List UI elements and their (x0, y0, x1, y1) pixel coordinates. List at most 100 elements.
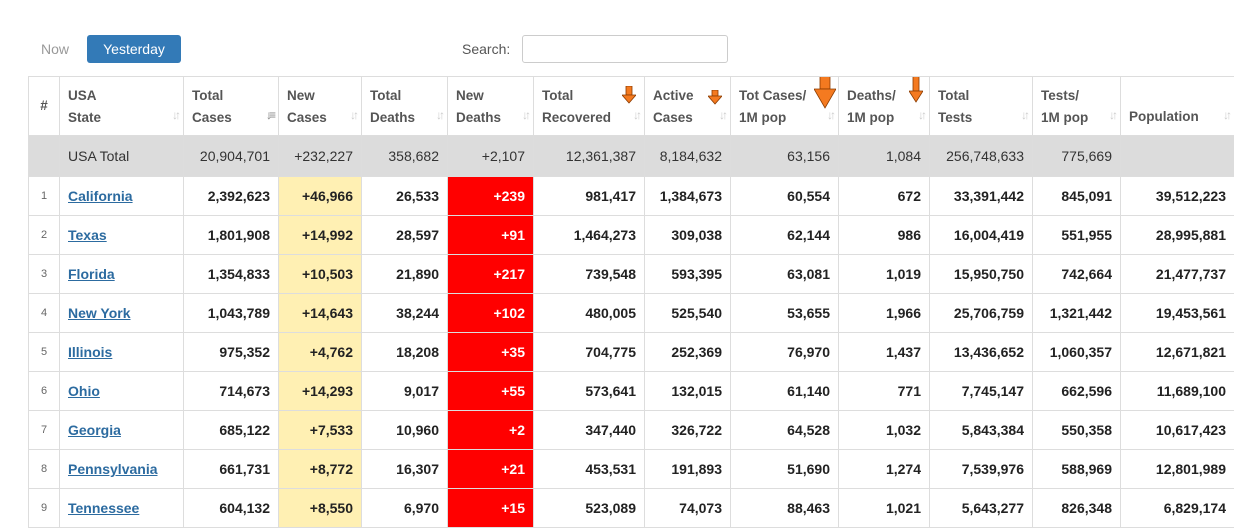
cell-rank: 3 (29, 255, 60, 294)
cell-active-cases: 191,893 (645, 450, 731, 489)
state-link[interactable]: New York (68, 305, 131, 321)
cell-rank: 9 (29, 489, 60, 528)
cell-rank: 4 (29, 294, 60, 333)
header-new-deaths-line1: New (456, 84, 525, 106)
total-label: USA Total (60, 136, 184, 177)
cell-total-recovered: 573,641 (534, 372, 645, 411)
sort-icon[interactable]: ↓↑ (172, 105, 178, 125)
cell-active-cases: 326,722 (645, 411, 731, 450)
header-total-cases-line2: Cases (192, 106, 270, 128)
cell-tests-per-1m: 588,969 (1033, 450, 1121, 489)
total-total-cases: 20,904,701 (184, 136, 279, 177)
cell-total-tests: 13,436,652 (930, 333, 1033, 372)
cell-new-deaths: +35 (448, 333, 534, 372)
state-link[interactable]: Illinois (68, 344, 112, 360)
sort-icon[interactable]: ↓↑ (1109, 105, 1115, 125)
orange-arrow-icon (622, 86, 636, 104)
sort-icon[interactable]: ↓↑ (1223, 105, 1229, 125)
cell-population: 28,995,881 (1121, 216, 1234, 255)
cell-tests-per-1m: 1,060,357 (1033, 333, 1121, 372)
tab-now[interactable]: Now (32, 35, 78, 63)
cell-total-tests: 7,745,147 (930, 372, 1033, 411)
cell-deaths-per-1m: 672 (839, 177, 930, 216)
cell-tests-per-1m: 742,664 (1033, 255, 1121, 294)
cell-rank: 5 (29, 333, 60, 372)
sort-icon[interactable]: ↓↑ (350, 105, 356, 125)
cell-deaths-per-1m: 1,032 (839, 411, 930, 450)
cell-new-deaths: +102 (448, 294, 534, 333)
sort-icon[interactable]: ↓↑ (436, 105, 442, 125)
cell-total-deaths: 6,970 (362, 489, 448, 528)
header-new-cases[interactable]: New Cases ↓↑ (279, 77, 362, 136)
cell-population: 21,477,737 (1121, 255, 1234, 294)
header-tests-per-1m-line1: Tests/ (1041, 84, 1112, 106)
cell-new-deaths: +55 (448, 372, 534, 411)
search-input[interactable] (522, 35, 728, 63)
cell-new-deaths: +239 (448, 177, 534, 216)
cell-population: 39,512,223 (1121, 177, 1234, 216)
header-total-cases-line1: Total (192, 84, 270, 106)
cell-total-cases: 714,673 (184, 372, 279, 411)
cell-new-cases: +4,762 (279, 333, 362, 372)
cell-new-deaths: +2 (448, 411, 534, 450)
header-total-tests-line2: Tests (938, 106, 1024, 128)
cell-new-deaths: +15 (448, 489, 534, 528)
cell-active-cases: 309,038 (645, 216, 731, 255)
state-link[interactable]: Tennessee (68, 500, 139, 516)
cell-new-deaths: +21 (448, 450, 534, 489)
header-total-cases[interactable]: Total Cases ↓≡ (184, 77, 279, 136)
cell-total-deaths: 18,208 (362, 333, 448, 372)
cell-state: Illinois (60, 333, 184, 372)
toolbar: Now Yesterday Search: (0, 0, 1234, 76)
cell-population: 12,671,821 (1121, 333, 1234, 372)
cell-cases-per-1m: 76,970 (731, 333, 839, 372)
header-cases-per-1m-line2: 1M pop (739, 106, 830, 128)
cell-deaths-per-1m: 1,966 (839, 294, 930, 333)
cell-cases-per-1m: 53,655 (731, 294, 839, 333)
sort-icon[interactable]: ↓↑ (719, 105, 725, 125)
header-deaths-per-1m[interactable]: Deaths/ 1M pop ↓↑ (839, 77, 930, 136)
sort-icon[interactable]: ↓↑ (633, 105, 639, 125)
header-tests-per-1m[interactable]: Tests/ 1M pop ↓↑ (1033, 77, 1121, 136)
total-row: USA Total 20,904,701 +232,227 358,682 +2… (29, 136, 1234, 177)
cell-population: 19,453,561 (1121, 294, 1234, 333)
state-link[interactable]: Georgia (68, 422, 121, 438)
total-total-deaths: 358,682 (362, 136, 448, 177)
cell-state: New York (60, 294, 184, 333)
state-link[interactable]: California (68, 188, 133, 204)
header-cases-per-1m[interactable]: Tot Cases/ 1M pop ↓↑ (731, 77, 839, 136)
header-total-deaths[interactable]: Total Deaths ↓↑ (362, 77, 448, 136)
cell-deaths-per-1m: 1,274 (839, 450, 930, 489)
total-total-tests: 256,748,633 (930, 136, 1033, 177)
cell-total-tests: 5,643,277 (930, 489, 1033, 528)
state-link[interactable]: Texas (68, 227, 107, 243)
cell-new-cases: +8,772 (279, 450, 362, 489)
header-total-recovered[interactable]: Total Recovered ↓↑ (534, 77, 645, 136)
header-total-tests[interactable]: Total Tests ↓↑ (930, 77, 1033, 136)
state-link[interactable]: Florida (68, 266, 115, 282)
cell-total-recovered: 453,531 (534, 450, 645, 489)
cell-total-recovered: 480,005 (534, 294, 645, 333)
cell-new-cases: +7,533 (279, 411, 362, 450)
cell-total-cases: 975,352 (184, 333, 279, 372)
cell-total-tests: 33,391,442 (930, 177, 1033, 216)
state-link[interactable]: Pennsylvania (68, 461, 158, 477)
sort-icon[interactable]: ↓↑ (918, 105, 924, 125)
sort-icon[interactable]: ↓↑ (1021, 105, 1027, 125)
header-active-cases[interactable]: Active Cases ↓↑ (645, 77, 731, 136)
header-population[interactable]: Population ↓↑ (1121, 77, 1234, 136)
cell-rank: 8 (29, 450, 60, 489)
header-total-tests-line1: Total (938, 84, 1024, 106)
tab-yesterday[interactable]: Yesterday (87, 35, 181, 63)
sort-desc-icon[interactable]: ↓≡ (266, 105, 273, 125)
cell-total-recovered: 704,775 (534, 333, 645, 372)
cell-rank: 6 (29, 372, 60, 411)
cell-new-cases: +10,503 (279, 255, 362, 294)
sort-icon[interactable]: ↓↑ (522, 105, 528, 125)
header-state[interactable]: USA State ↓↑ (60, 77, 184, 136)
header-new-deaths[interactable]: New Deaths ↓↑ (448, 77, 534, 136)
state-link[interactable]: Ohio (68, 383, 100, 399)
